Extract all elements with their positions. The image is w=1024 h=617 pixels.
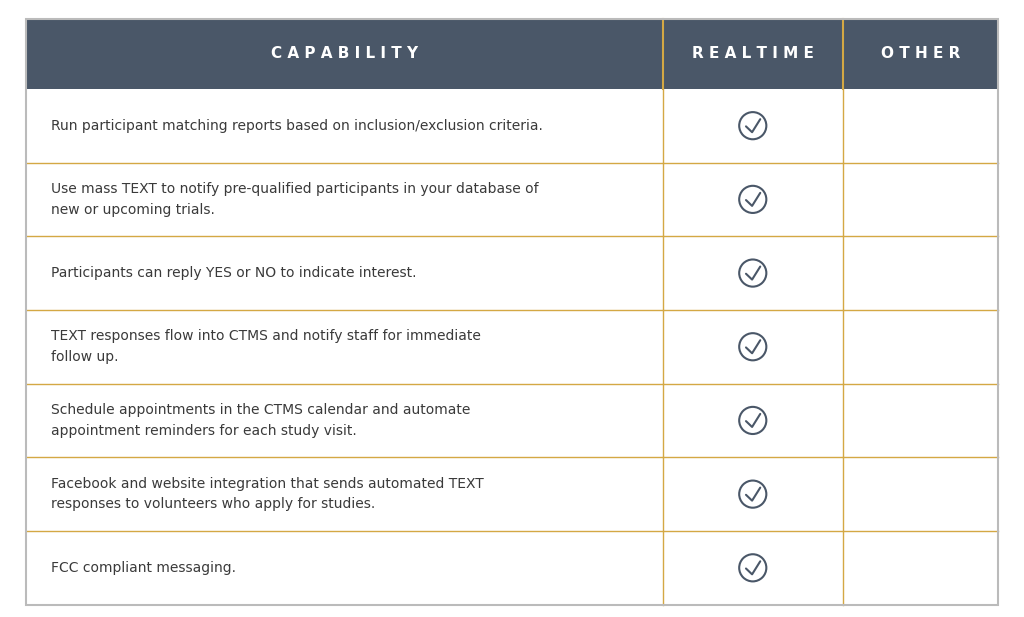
Text: FCC compliant messaging.: FCC compliant messaging. — [51, 561, 237, 575]
Bar — [26, 384, 998, 457]
Text: Use mass TEXT to notify pre-qualified participants in your database of
new or up: Use mass TEXT to notify pre-qualified pa… — [51, 182, 539, 217]
Bar — [26, 236, 998, 310]
Text: TEXT responses flow into CTMS and notify staff for immediate
follow up.: TEXT responses flow into CTMS and notify… — [51, 329, 481, 364]
Text: Schedule appointments in the CTMS calendar and automate
appointment reminders fo: Schedule appointments in the CTMS calend… — [51, 403, 471, 437]
Text: O T H E R: O T H E R — [881, 46, 961, 61]
Bar — [26, 19, 998, 89]
Bar — [26, 89, 998, 162]
Text: C A P A B I L I T Y: C A P A B I L I T Y — [270, 46, 418, 61]
Text: Facebook and website integration that sends automated TEXT
responses to voluntee: Facebook and website integration that se… — [51, 477, 484, 511]
Bar — [26, 162, 998, 236]
Bar — [26, 457, 998, 531]
Text: Run participant matching reports based on inclusion/exclusion criteria.: Run participant matching reports based o… — [51, 118, 543, 133]
Bar — [26, 531, 998, 605]
Text: Participants can reply YES or NO to indicate interest.: Participants can reply YES or NO to indi… — [51, 266, 417, 280]
Text: R E A L T I M E: R E A L T I M E — [692, 46, 814, 61]
Bar — [26, 310, 998, 384]
